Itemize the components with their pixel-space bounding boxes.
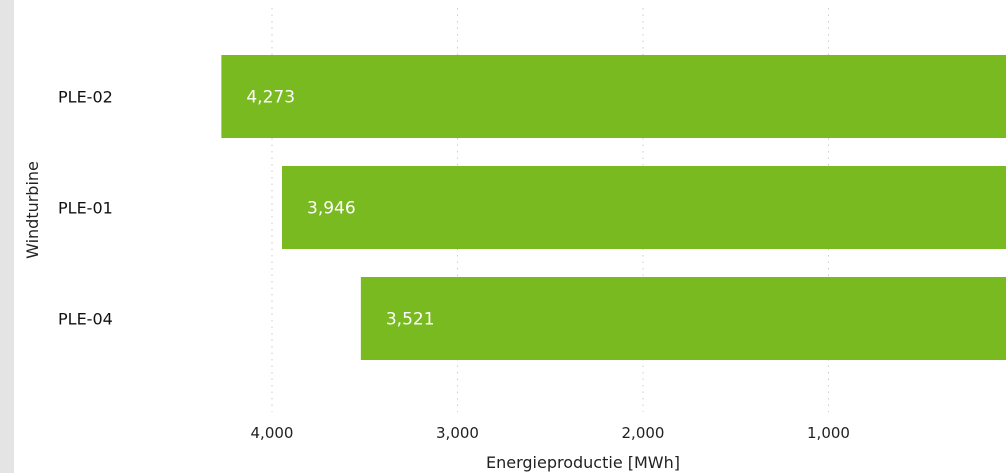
x-tick-label: 2,000 <box>622 424 665 442</box>
bar-value-label: 3,521 <box>386 310 435 330</box>
x-tick-label: 1,000 <box>807 424 850 442</box>
x-tick-label: 4,000 <box>251 424 294 442</box>
y-axis-title: Windturbine <box>23 161 42 259</box>
bar <box>221 55 1006 138</box>
labels: 4,000 3,000 2,000 1,000 PLE-02 4,273 PLE-01 3,9… <box>58 88 850 443</box>
x-axis-title: Energieproductie [MWh] <box>486 453 680 472</box>
y-tick-label: PLE-01 <box>58 199 113 218</box>
left-panel-strip <box>0 0 14 473</box>
bar-value-label: 4,273 <box>246 88 295 108</box>
bars <box>221 55 1006 360</box>
x-tick-label: 3,000 <box>436 424 479 442</box>
bar <box>360 277 1006 360</box>
bar-value-label: 3,946 <box>307 199 356 219</box>
bar <box>282 166 1006 249</box>
y-tick-label: PLE-02 <box>58 88 113 107</box>
y-tick-label: PLE-04 <box>58 310 113 329</box>
